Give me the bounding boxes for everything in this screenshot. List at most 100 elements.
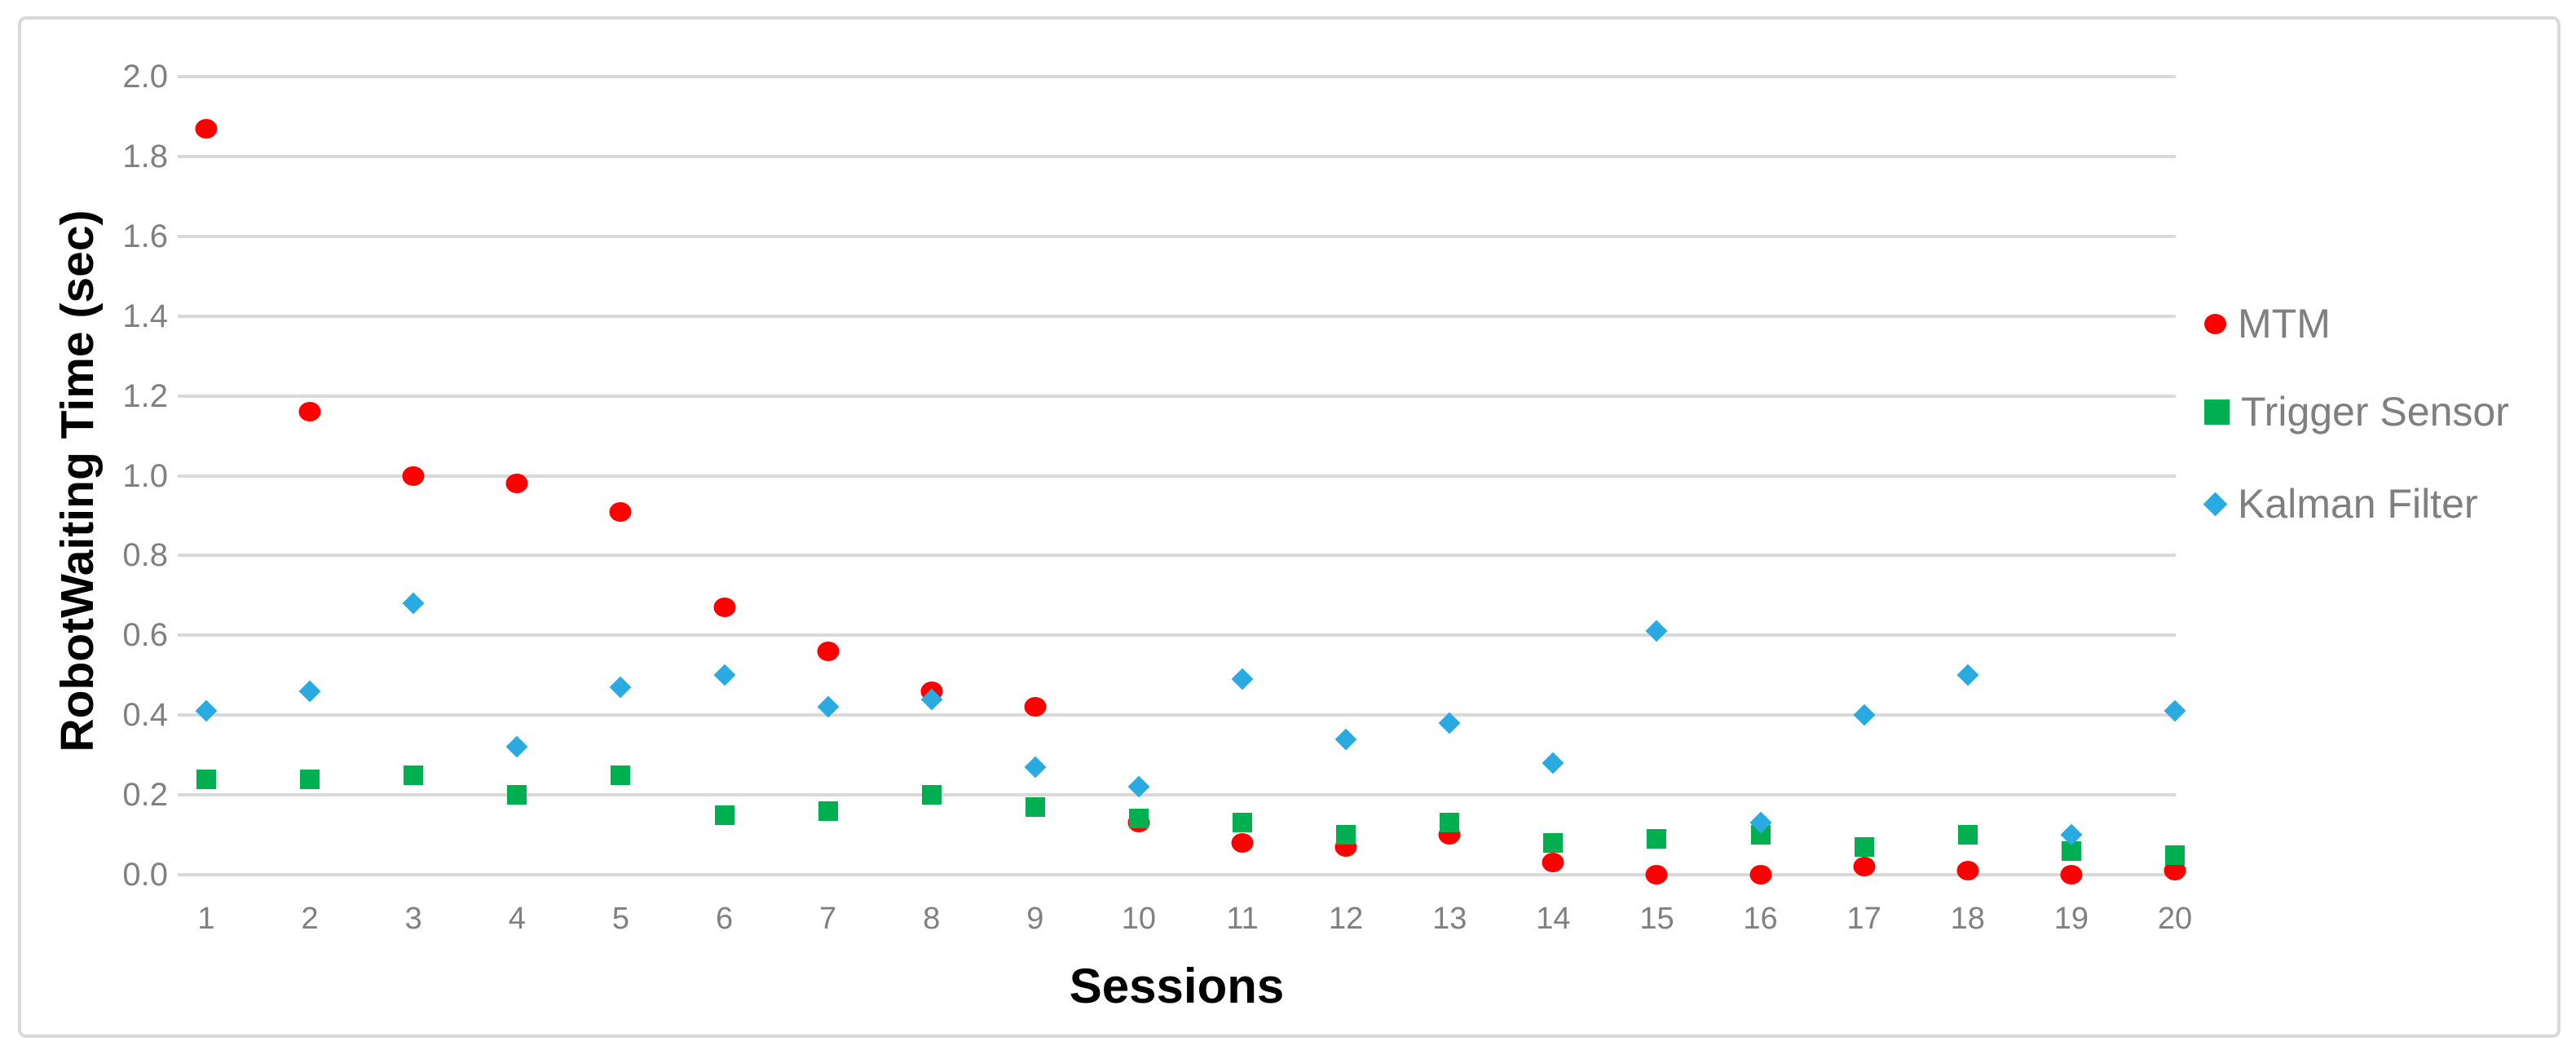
data-point-trigger-sensor-s1 [196,769,216,789]
legend-item-mtm: MTM [2204,299,2331,348]
data-point-kalman-filter-s11 [1231,668,1254,690]
data-point-kalman-filter-s15 [1646,620,1668,642]
x-tick-label: 5 [611,902,629,936]
x-tick-label: 15 [1639,902,1674,936]
legend-circle-icon [2204,313,2226,334]
data-point-kalman-filter-s17 [1853,704,1876,726]
data-point-mtm-s9 [1024,697,1047,717]
x-tick-label: 3 [404,902,422,936]
y-tick-label: 1.2 [122,377,168,414]
data-point-trigger-sensor-s14 [1543,832,1564,853]
data-point-kalman-filter-s5 [609,676,632,699]
x-tick-label: 9 [1026,902,1044,936]
plot-area [178,75,2186,885]
gridline [178,75,2176,78]
y-tick-label: 0.4 [122,697,168,734]
data-point-mtm-s6 [713,598,736,618]
x-tick-label: 4 [508,902,526,936]
x-tick-label: 12 [1329,902,1364,936]
data-point-kalman-filter-s12 [1334,728,1357,750]
x-tick-label: 17 [1846,902,1881,936]
data-point-kalman-filter-s4 [505,735,528,758]
legend-item-kalman-filter: Kalman Filter [2203,479,2478,528]
x-tick-label: 7 [819,902,837,936]
data-point-trigger-sensor-s17 [1854,836,1874,857]
gridline [178,633,2176,638]
data-point-mtm-s5 [609,501,632,522]
data-point-mtm-s7 [817,641,840,661]
legend-square-icon [2204,399,2230,425]
data-point-mtm-s3 [402,465,425,486]
y-tick-label: 1.4 [122,298,168,334]
gridline [178,873,2176,876]
y-tick-label: 0.2 [122,777,168,814]
y-tick-label: 0.0 [122,857,168,893]
data-point-kalman-filter-s9 [1024,756,1047,779]
gridline [178,554,2176,558]
data-point-trigger-sensor-s5 [611,765,631,785]
data-point-mtm-s18 [1956,861,1979,881]
data-point-trigger-sensor-s3 [404,765,424,785]
legend-label: Kalman Filter [2238,481,2478,527]
legend-item-trigger-sensor: Trigger Sensor [2204,387,2509,436]
y-tick-label: 1.0 [122,457,168,494]
data-point-trigger-sensor-s15 [1647,828,1667,849]
y-tick-label: 0.8 [122,537,168,574]
x-tick-label: 13 [1432,902,1467,936]
legend-label: MTM [2238,301,2331,346]
x-tick-label: 8 [923,902,941,936]
x-tick-label: 2 [301,902,319,936]
data-point-trigger-sensor-s9 [1025,796,1045,817]
x-tick-label: 18 [1950,902,1985,936]
gridline [178,474,2176,478]
data-point-trigger-sensor-s10 [1128,809,1149,829]
data-point-trigger-sensor-s6 [714,805,734,825]
data-point-kalman-filter-s1 [195,699,218,722]
gridline [178,154,2176,158]
data-point-mtm-s19 [2060,865,2083,885]
data-point-mtm-s1 [195,118,218,139]
data-point-mtm-s2 [298,402,321,422]
data-point-trigger-sensor-s11 [1233,813,1253,833]
y-tick-label: 0.6 [122,617,168,654]
gridline [178,234,2176,238]
data-point-trigger-sensor-s13 [1440,813,1460,833]
x-tick-label: 19 [2053,902,2089,936]
y-tick-label: 1.8 [122,138,168,174]
data-point-kalman-filter-s14 [1542,752,1564,774]
legend-label: Trigger Sensor [2241,389,2509,435]
data-point-mtm-s4 [505,474,528,494]
data-point-kalman-filter-s3 [402,592,425,615]
x-tick-label: 6 [715,902,734,936]
data-point-trigger-sensor-s8 [921,785,942,805]
x-tick-label: 16 [1743,902,1778,936]
data-point-kalman-filter-s6 [713,664,735,686]
data-point-mtm-s17 [1853,857,1876,877]
data-point-kalman-filter-s2 [298,680,321,703]
data-point-mtm-s11 [1231,832,1254,853]
x-tick-label: 20 [2157,902,2193,936]
data-point-mtm-s15 [1645,865,1668,885]
x-axis-title: Sessions [1069,959,1285,1013]
data-point-mtm-s14 [1542,853,1564,873]
data-point-kalman-filter-s18 [1956,664,1979,686]
legend-diamond-icon [2203,492,2228,516]
y-tick-label: 1.6 [122,218,168,254]
x-tick-label: 11 [1226,902,1259,936]
gridline [178,713,2176,717]
data-point-trigger-sensor-s18 [1957,825,1978,845]
data-point-trigger-sensor-s2 [300,769,320,789]
x-tick-label: 1 [197,902,215,936]
chart-frame [18,16,2561,1038]
data-point-mtm-s16 [1749,865,1772,885]
x-tick-label: 14 [1536,902,1571,936]
y-tick-label: 2.0 [122,59,168,95]
data-point-trigger-sensor-s4 [507,785,527,805]
gridline [178,394,2176,398]
x-tick-label: 10 [1121,902,1157,936]
data-point-trigger-sensor-s7 [818,801,838,821]
gridline [178,314,2176,318]
gridline [178,793,2176,797]
data-point-trigger-sensor-s12 [1336,825,1356,845]
data-point-trigger-sensor-s20 [2164,845,2185,865]
